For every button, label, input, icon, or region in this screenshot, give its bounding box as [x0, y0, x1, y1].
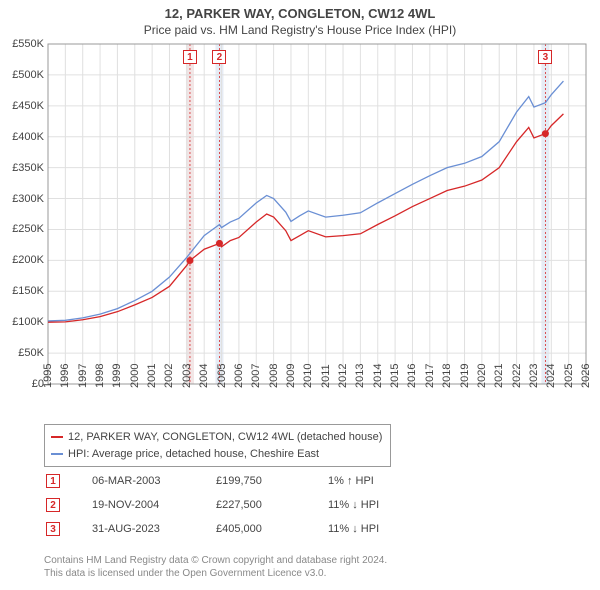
x-tick-label: 2016: [406, 364, 418, 388]
x-tick-label: 1997: [77, 364, 89, 388]
sale-diff: 1% ↑ HPI: [328, 470, 391, 492]
y-tick-label: £450K: [0, 100, 44, 112]
x-tick-label: 2017: [424, 364, 436, 388]
y-tick-label: £200K: [0, 254, 44, 266]
sale-date: 31-AUG-2023: [74, 518, 214, 540]
sale-price: £405,000: [216, 518, 326, 540]
x-tick-label: 2000: [129, 364, 141, 388]
x-tick-label: 2013: [354, 364, 366, 388]
table-row: 2 19-NOV-2004£227,50011% ↓ HPI: [46, 494, 391, 516]
x-tick-label: 2014: [372, 364, 384, 388]
x-tick-label: 2015: [389, 364, 401, 388]
y-tick-label: £250K: [0, 223, 44, 235]
sale-marker-box: 1: [46, 474, 60, 488]
y-tick-label: £100K: [0, 316, 44, 328]
x-tick-label: 2001: [146, 364, 158, 388]
legend-swatch-icon: [51, 436, 63, 438]
chart-plot: [0, 0, 600, 386]
x-tick-label: 2018: [441, 364, 453, 388]
x-tick-label: 2026: [580, 364, 592, 388]
x-tick-label: 2005: [216, 364, 228, 388]
x-tick-label: 2006: [233, 364, 245, 388]
sale-marker-box: 3: [538, 50, 552, 64]
sale-price: £227,500: [216, 494, 326, 516]
x-tick-label: 1995: [42, 364, 54, 388]
sale-marker-box: 1: [183, 50, 197, 64]
credit-line: Contains HM Land Registry data © Crown c…: [44, 554, 387, 567]
x-tick-label: 1996: [59, 364, 71, 388]
y-tick-label: £50K: [0, 347, 44, 359]
table-row: 1 06-MAR-2003£199,7501% ↑ HPI: [46, 470, 391, 492]
x-tick-label: 2002: [163, 364, 175, 388]
y-tick-label: £350K: [0, 162, 44, 174]
y-tick-label: £550K: [0, 38, 44, 50]
x-tick-label: 2003: [181, 364, 193, 388]
y-tick-label: £300K: [0, 193, 44, 205]
x-tick-label: 2022: [511, 364, 523, 388]
y-tick-label: £0: [0, 378, 44, 390]
credit-line: This data is licensed under the Open Gov…: [44, 567, 387, 580]
x-tick-label: 2007: [250, 364, 262, 388]
x-tick-label: 2025: [563, 364, 575, 388]
y-tick-label: £150K: [0, 285, 44, 297]
x-tick-label: 2009: [285, 364, 297, 388]
x-tick-label: 2011: [320, 364, 332, 388]
x-tick-label: 2008: [268, 364, 280, 388]
x-tick-label: 2012: [337, 364, 349, 388]
legend-label: HPI: Average price, detached house, Ches…: [68, 446, 319, 463]
x-tick-label: 2010: [302, 364, 314, 388]
sale-price: £199,750: [216, 470, 326, 492]
legend: 12, PARKER WAY, CONGLETON, CW12 4WL (det…: [44, 424, 391, 467]
table-row: 3 31-AUG-2023£405,00011% ↓ HPI: [46, 518, 391, 540]
sale-marker-box: 2: [46, 498, 60, 512]
sale-diff: 11% ↓ HPI: [328, 518, 391, 540]
x-tick-label: 2004: [198, 364, 210, 388]
sale-diff: 11% ↓ HPI: [328, 494, 391, 516]
sale-date: 06-MAR-2003: [74, 470, 214, 492]
credit-text: Contains HM Land Registry data © Crown c…: [44, 554, 387, 580]
sale-marker-box: 2: [212, 50, 226, 64]
sale-date: 19-NOV-2004: [74, 494, 214, 516]
y-tick-label: £400K: [0, 131, 44, 143]
legend-label: 12, PARKER WAY, CONGLETON, CW12 4WL (det…: [68, 429, 382, 446]
legend-swatch-icon: [51, 453, 63, 455]
x-tick-label: 2023: [528, 364, 540, 388]
x-tick-label: 1999: [111, 364, 123, 388]
x-tick-label: 2019: [459, 364, 471, 388]
y-tick-label: £500K: [0, 69, 44, 81]
x-tick-label: 1998: [94, 364, 106, 388]
x-tick-label: 2021: [493, 364, 505, 388]
sale-marker-box: 3: [46, 522, 60, 536]
x-tick-label: 2020: [476, 364, 488, 388]
sales-table: 1 06-MAR-2003£199,7501% ↑ HPI 2 19-NOV-2004…: [44, 468, 393, 542]
x-tick-label: 2024: [545, 364, 557, 388]
legend-row: HPI: Average price, detached house, Ches…: [51, 446, 382, 463]
legend-row: 12, PARKER WAY, CONGLETON, CW12 4WL (det…: [51, 429, 382, 446]
